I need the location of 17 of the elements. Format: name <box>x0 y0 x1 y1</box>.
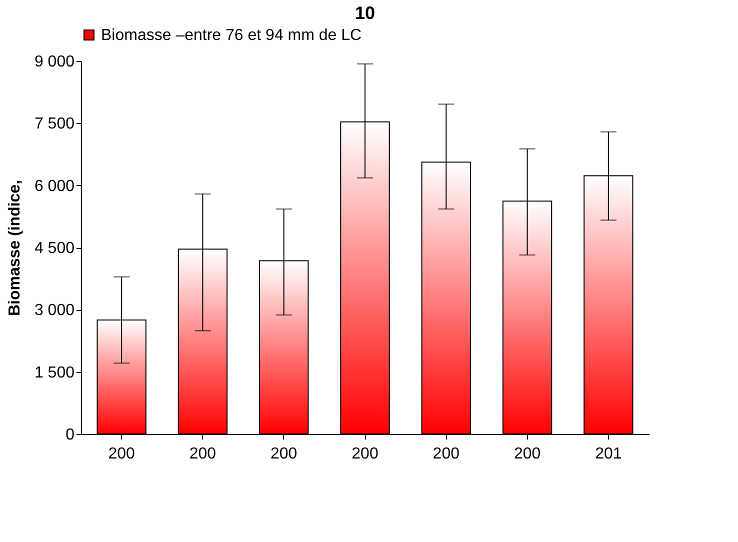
x-tick-label: 200 <box>514 446 541 462</box>
y-tick-label: 7 500 <box>34 116 75 133</box>
x-tick-label: 201 <box>595 446 622 462</box>
y-tick-label: 4 500 <box>34 240 75 257</box>
y-tick-label: 0 <box>66 426 75 444</box>
x-tick-label: 200 <box>108 446 136 462</box>
y-tick-label: 6 000 <box>34 178 75 195</box>
x-tick-label: 200 <box>432 446 460 462</box>
x-tick-label: 200 <box>189 446 216 462</box>
x-tick-label: 200 <box>270 446 298 462</box>
y-tick-label: 3 000 <box>34 302 75 320</box>
y-tick-label: 9 000 <box>34 54 75 70</box>
y-tick-label: 1 500 <box>34 364 75 382</box>
x-tick-label: 200 <box>352 446 378 462</box>
y-axis-title: Biomasse (indice, <box>6 180 24 316</box>
chart-title: 10 <box>354 3 376 23</box>
legend-label: Biomasse –entre 76 et 94 mm de LC <box>101 27 362 44</box>
